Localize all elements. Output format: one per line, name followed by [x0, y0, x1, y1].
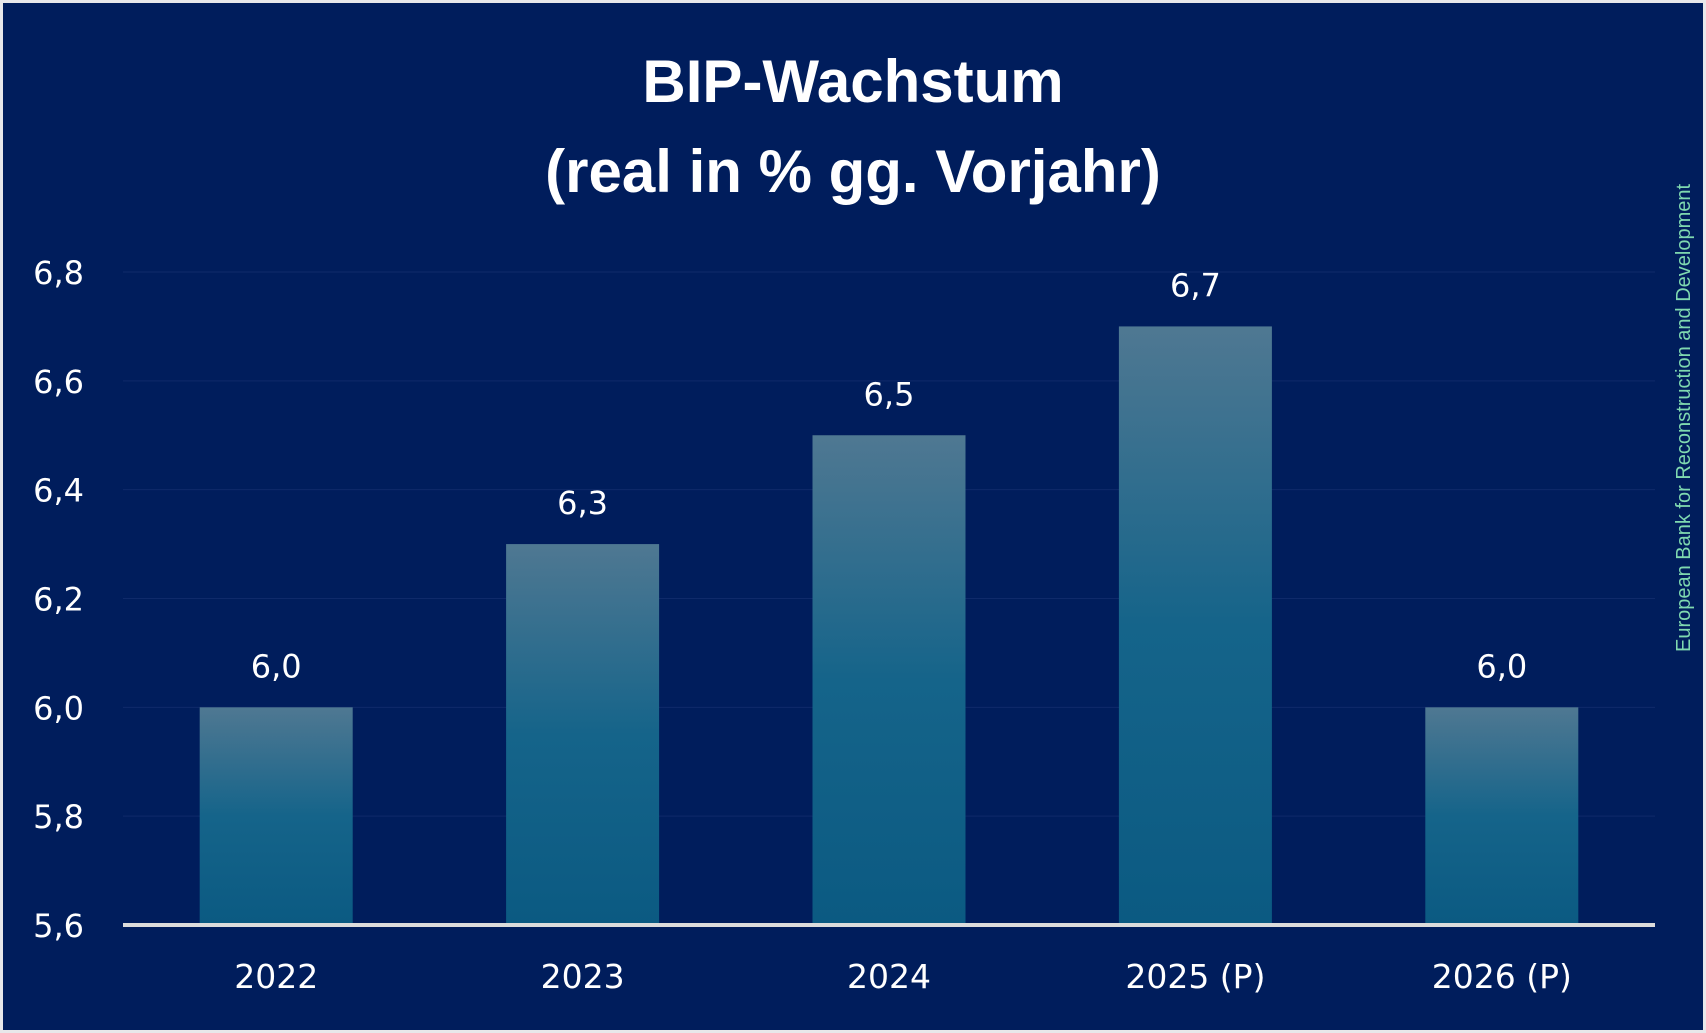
- bar-value-label: 6,0: [251, 647, 302, 685]
- y-tick-label: 6,8: [33, 254, 84, 292]
- x-tick-label: 2022: [234, 957, 318, 996]
- x-tick-label: 2026 (P): [1432, 957, 1572, 996]
- x-axis-ticks: 2022 2023 2024 2025 (P) 2026 (P): [234, 957, 1572, 996]
- bar: [812, 435, 966, 925]
- bar-value-label: 6,0: [1476, 647, 1527, 685]
- bar: [1425, 707, 1579, 925]
- chart-title: BIP-Wachstum: [642, 48, 1064, 115]
- bar: [1118, 326, 1272, 926]
- y-tick-label: 6,6: [33, 363, 84, 401]
- y-tick-label: 5,6: [33, 907, 84, 945]
- y-tick-label: 6,4: [33, 472, 84, 510]
- bar-value-label: 6,7: [1170, 266, 1221, 304]
- x-tick-label: 2024: [847, 957, 931, 996]
- x-tick-label: 2023: [541, 957, 625, 996]
- y-tick-label: 5,8: [33, 798, 84, 836]
- y-tick-label: 6,2: [33, 581, 84, 619]
- bars: [199, 326, 1579, 926]
- y-tick-label: 6,0: [33, 689, 84, 727]
- bar-value-label: 6,5: [864, 375, 915, 413]
- bar: [506, 544, 660, 925]
- chart-subtitle: (real in % gg. Vorjahr): [545, 138, 1161, 205]
- value-labels: 6,0 6,3 6,5 6,7 6,0: [251, 266, 1527, 685]
- bar-value-label: 6,3: [557, 484, 608, 522]
- bar: [199, 707, 353, 925]
- y-axis-ticks: 5,6 5,8 6,0 6,2 6,4 6,6 6,8: [33, 254, 84, 945]
- x-tick-label: 2025 (P): [1125, 957, 1265, 996]
